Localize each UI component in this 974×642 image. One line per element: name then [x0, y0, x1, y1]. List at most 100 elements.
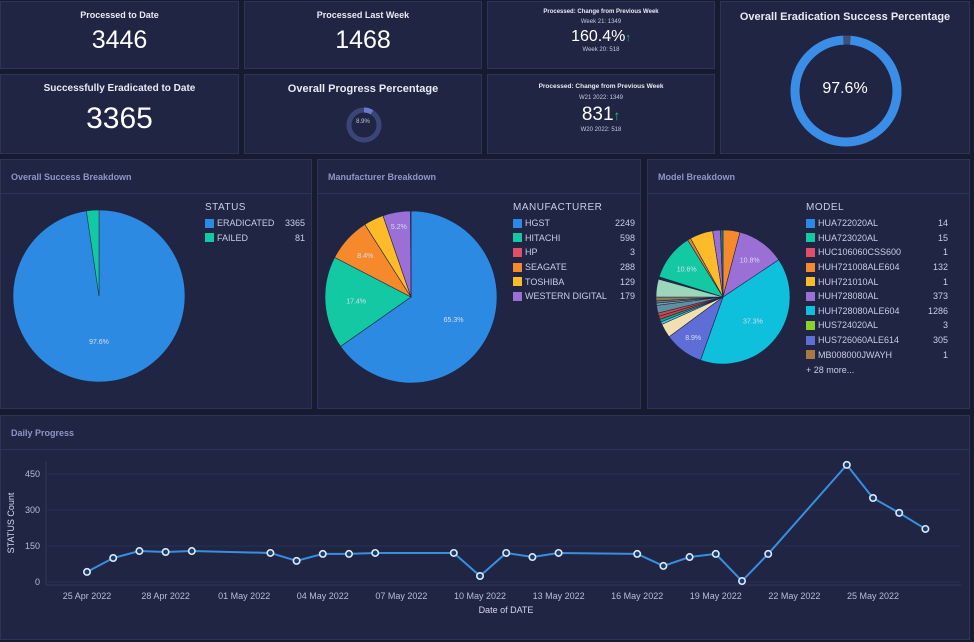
legend-swatch — [513, 277, 522, 287]
legend-item[interactable]: HUH721008ALE604 132 — [806, 260, 948, 275]
data-point[interactable] — [842, 460, 851, 469]
legend-more-link[interactable]: + 28 more... — [806, 364, 855, 375]
legend-title: MANUFACTURER — [513, 202, 603, 213]
data-point[interactable] — [528, 553, 537, 562]
legend-title: STATUS — [205, 202, 246, 213]
model-pie-slice[interactable] — [700, 259, 791, 365]
x-tick-label: 10 May 2022 — [454, 591, 506, 601]
data-point[interactable] — [868, 493, 877, 502]
data-point[interactable] — [371, 548, 380, 557]
kpi-title: Processed to Date — [80, 10, 159, 20]
manufacturer-pie-label: 8.4% — [357, 253, 373, 260]
legend-item[interactable]: HUH728080AL 373 — [806, 289, 948, 304]
data-point[interactable] — [633, 549, 642, 558]
data-point[interactable] — [318, 549, 327, 558]
legend-item[interactable]: HUS724020AL 3 — [806, 318, 948, 333]
legend-item[interactable]: MB008000JWAYH 1 — [806, 347, 948, 362]
model-pie-label: 10.6% — [677, 267, 697, 274]
legend-swatch — [806, 291, 815, 301]
legend-swatch — [205, 218, 214, 228]
success-pie-slice[interactable] — [86, 209, 100, 297]
kpi-title: Successfully Eradicated to Date — [43, 83, 196, 94]
legend-value: 2249 — [614, 218, 635, 229]
kpi-title: Processed: Change from Previous Week — [538, 83, 664, 90]
legend-items: ERADICATED 3365 FAILED 81 — [205, 216, 305, 245]
legend-item[interactable]: HUC106060CSS600 1 — [806, 245, 948, 260]
legend-item[interactable]: TOSHIBA 129 — [513, 274, 635, 289]
data-point[interactable] — [554, 548, 563, 557]
data-point[interactable] — [475, 572, 484, 581]
y-axis-label: STATUS Count — [6, 492, 16, 553]
kpi-eradication-success: Overall Eradication Success Percentage 9… — [720, 1, 970, 154]
data-point[interactable] — [109, 554, 118, 563]
legend-value: 14 — [937, 218, 948, 229]
legend-title: MODEL — [806, 202, 845, 213]
eradication-gauge — [790, 35, 902, 147]
data-point[interactable] — [764, 549, 773, 558]
data-point[interactable] — [161, 548, 170, 557]
legend-value: 373 — [932, 291, 948, 302]
model-pie-label: 8.9% — [685, 335, 701, 342]
manufacturer-pie-slice[interactable] — [340, 210, 498, 384]
legend-value: 129 — [619, 276, 635, 287]
legend-value: 3365 — [284, 218, 305, 229]
data-point[interactable] — [135, 547, 144, 556]
kpi-processed-last-week: Processed Last Week 1468 — [244, 1, 482, 69]
kpi-value: 831↑ — [488, 104, 714, 126]
legend-item[interactable]: FAILED 81 — [205, 231, 305, 246]
legend-value: 15 — [937, 232, 948, 243]
data-point[interactable] — [737, 577, 746, 586]
legend-label: HUH721010AL — [818, 276, 879, 287]
data-point[interactable] — [711, 549, 720, 558]
legend-value: 598 — [619, 232, 635, 243]
legend-item[interactable]: WESTERN DIGITAL 179 — [513, 289, 635, 304]
data-point[interactable] — [685, 553, 694, 562]
data-point[interactable] — [292, 556, 301, 565]
legend: MANUFACTURER HGST 2249 HITACHI 598 HP 3 SEAGAT… — [513, 202, 635, 304]
legend-item[interactable]: HUA723020AL 15 — [806, 231, 948, 246]
progress-gauge — [346, 107, 382, 143]
daily-progress-chart: 0 150 300 450 25 Apr 2022 28 Apr 2022 01 May 2… — [6, 460, 961, 615]
data-point[interactable] — [921, 524, 930, 533]
legend-item[interactable]: HUA722020AL 14 — [806, 216, 948, 231]
model-pie-label: 37.3% — [743, 318, 763, 325]
legend-label: HUA722020AL — [818, 218, 879, 229]
legend-value: 1286 — [927, 305, 948, 316]
panel-title: Daily Progress — [11, 428, 75, 438]
legend-item[interactable]: HGST 2249 — [513, 216, 635, 231]
legend-item[interactable]: HITACHI 598 — [513, 231, 635, 246]
legend-item[interactable]: HUS726060ALE614 305 — [806, 333, 948, 348]
data-point[interactable] — [449, 548, 458, 557]
kpi-overall-progress: Overall Progress Percentage 8.9% — [244, 74, 482, 154]
legend-item[interactable]: HP 3 — [513, 245, 635, 260]
legend-value: 1 — [942, 247, 948, 258]
manufacturer-pie-label: 5.2% — [391, 224, 407, 231]
kpi-change-abs: Processed: Change from Previous Week W21… — [487, 74, 715, 154]
legend-item[interactable]: HUH728080ALE604 1286 — [806, 304, 948, 319]
data-point[interactable] — [344, 549, 353, 558]
data-point[interactable] — [83, 567, 92, 576]
legend-swatch — [806, 277, 815, 287]
legend-swatch — [806, 335, 815, 345]
legend-item[interactable]: SEAGATE 288 — [513, 260, 635, 275]
success-pie-label: 97.6% — [89, 339, 109, 346]
data-point[interactable] — [659, 561, 668, 570]
manufacturer-pie-slice[interactable] — [324, 256, 412, 347]
x-axis-label: Date of DATE — [479, 605, 534, 615]
legend-swatch — [513, 233, 522, 243]
data-point[interactable] — [266, 548, 275, 557]
data-point[interactable] — [502, 548, 511, 557]
legend-item[interactable]: HUH721010AL 1 — [806, 274, 948, 289]
y-tick-label: 0 — [35, 577, 40, 587]
model-pie-slice[interactable] — [720, 229, 724, 298]
legend-swatch — [806, 247, 815, 257]
legend-label: HUA723020AL — [818, 232, 879, 243]
legend-value: 81 — [294, 232, 305, 243]
legend-item[interactable]: ERADICATED 3365 — [205, 216, 305, 231]
kpi-current-week: Week 21: 1349 — [580, 19, 622, 25]
kpi-title: Overall Eradication Success Percentage — [739, 11, 951, 23]
legend-value: 3 — [942, 320, 948, 331]
legend-swatch — [806, 233, 815, 243]
data-point[interactable] — [895, 508, 904, 517]
data-point[interactable] — [187, 547, 196, 556]
